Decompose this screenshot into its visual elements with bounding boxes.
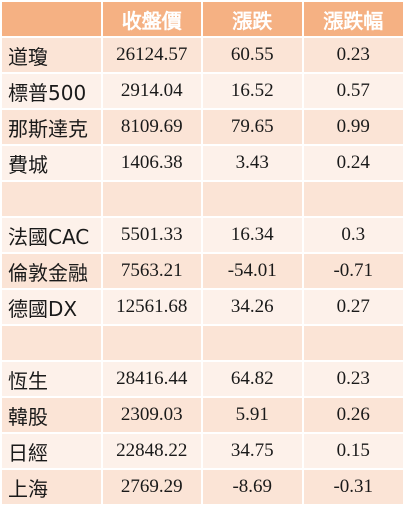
table-row [2,182,404,216]
table-row: 上海 2769.29 -8.69 -0.31 [2,470,404,504]
header-change-pct-cell: 漲跌幅 [303,2,404,36]
change-cell: 3.43 [203,146,302,180]
table-row: 法國CAC 5501.33 16.34 0.3 [2,218,404,252]
change-cell: -54.01 [203,254,302,288]
change-pct-cell: 0.27 [303,290,404,324]
close-price-cell: 5501.33 [102,218,202,252]
table-row: 日經 22848.22 34.75 0.15 [2,434,404,468]
index-name-cell: 道瓊 [2,38,101,72]
close-price-cell: 1406.38 [102,146,202,180]
index-name-cell: 上海 [2,470,101,504]
table-header-row: 收盤價 漲跌 漲跌幅 [2,2,404,36]
close-price-cell: 2309.03 [102,398,202,432]
change-pct-cell: 0.24 [303,146,404,180]
table-row: 倫敦金融 7563.21 -54.01 -0.71 [2,254,404,288]
index-name-cell: 標普500 [2,74,101,108]
table-row: 那斯達克 8109.69 79.65 0.99 [2,110,404,144]
close-price-cell: 22848.22 [102,434,202,468]
table-row: 德國DX 12561.68 34.26 0.27 [2,290,404,324]
close-price-cell: 26124.57 [102,38,202,72]
change-pct-cell: 0.3 [303,218,404,252]
table-row: 恆生 28416.44 64.82 0.23 [2,362,404,396]
change-pct-cell: 0.26 [303,398,404,432]
index-name-cell: 恆生 [2,362,101,396]
change-pct-cell: 0.99 [303,110,404,144]
close-price-cell: 7563.21 [102,254,202,288]
index-name-cell [2,182,101,216]
index-name-cell: 德國DX [2,290,101,324]
index-name-cell: 倫敦金融 [2,254,101,288]
change-pct-cell [303,326,404,360]
change-cell [203,182,302,216]
close-price-cell: 8109.69 [102,110,202,144]
change-cell: 16.52 [203,74,302,108]
header-close-cell: 收盤價 [102,2,202,36]
table-row: 標普500 2914.04 16.52 0.57 [2,74,404,108]
change-cell: -8.69 [203,470,302,504]
header-change-cell: 漲跌 [203,2,302,36]
change-cell: 16.34 [203,218,302,252]
change-cell: 60.55 [203,38,302,72]
change-cell: 5.91 [203,398,302,432]
change-cell: 34.75 [203,434,302,468]
index-name-cell: 費城 [2,146,101,180]
header-name-cell [2,2,101,36]
close-price-cell: 12561.68 [102,290,202,324]
table-row: 韓股 2309.03 5.91 0.26 [2,398,404,432]
change-cell: 79.65 [203,110,302,144]
close-price-cell [102,326,202,360]
change-pct-cell: 0.23 [303,38,404,72]
index-name-cell: 韓股 [2,398,101,432]
table-row: 道瓊 26124.57 60.55 0.23 [2,38,404,72]
index-name-cell [2,326,101,360]
close-price-cell [102,182,202,216]
close-price-cell: 2769.29 [102,470,202,504]
change-pct-cell: 0.23 [303,362,404,396]
change-pct-cell [303,182,404,216]
change-pct-cell: 0.15 [303,434,404,468]
change-cell: 64.82 [203,362,302,396]
close-price-cell: 28416.44 [102,362,202,396]
index-name-cell: 法國CAC [2,218,101,252]
close-price-cell: 2914.04 [102,74,202,108]
change-cell: 34.26 [203,290,302,324]
table-body: 道瓊 26124.57 60.55 0.23 標普500 2914.04 16.52 0.57… [2,38,404,504]
change-pct-cell: 0.57 [303,74,404,108]
index-name-cell: 日經 [2,434,101,468]
index-name-cell: 那斯達克 [2,110,101,144]
change-pct-cell: -0.71 [303,254,404,288]
change-pct-cell: -0.31 [303,470,404,504]
table-row: 費城 1406.38 3.43 0.24 [2,146,404,180]
market-index-table: 收盤價 漲跌 漲跌幅 道瓊 26124.57 60.55 0.23 標普500 2914.… [2,2,404,504]
table-row [2,326,404,360]
change-cell [203,326,302,360]
